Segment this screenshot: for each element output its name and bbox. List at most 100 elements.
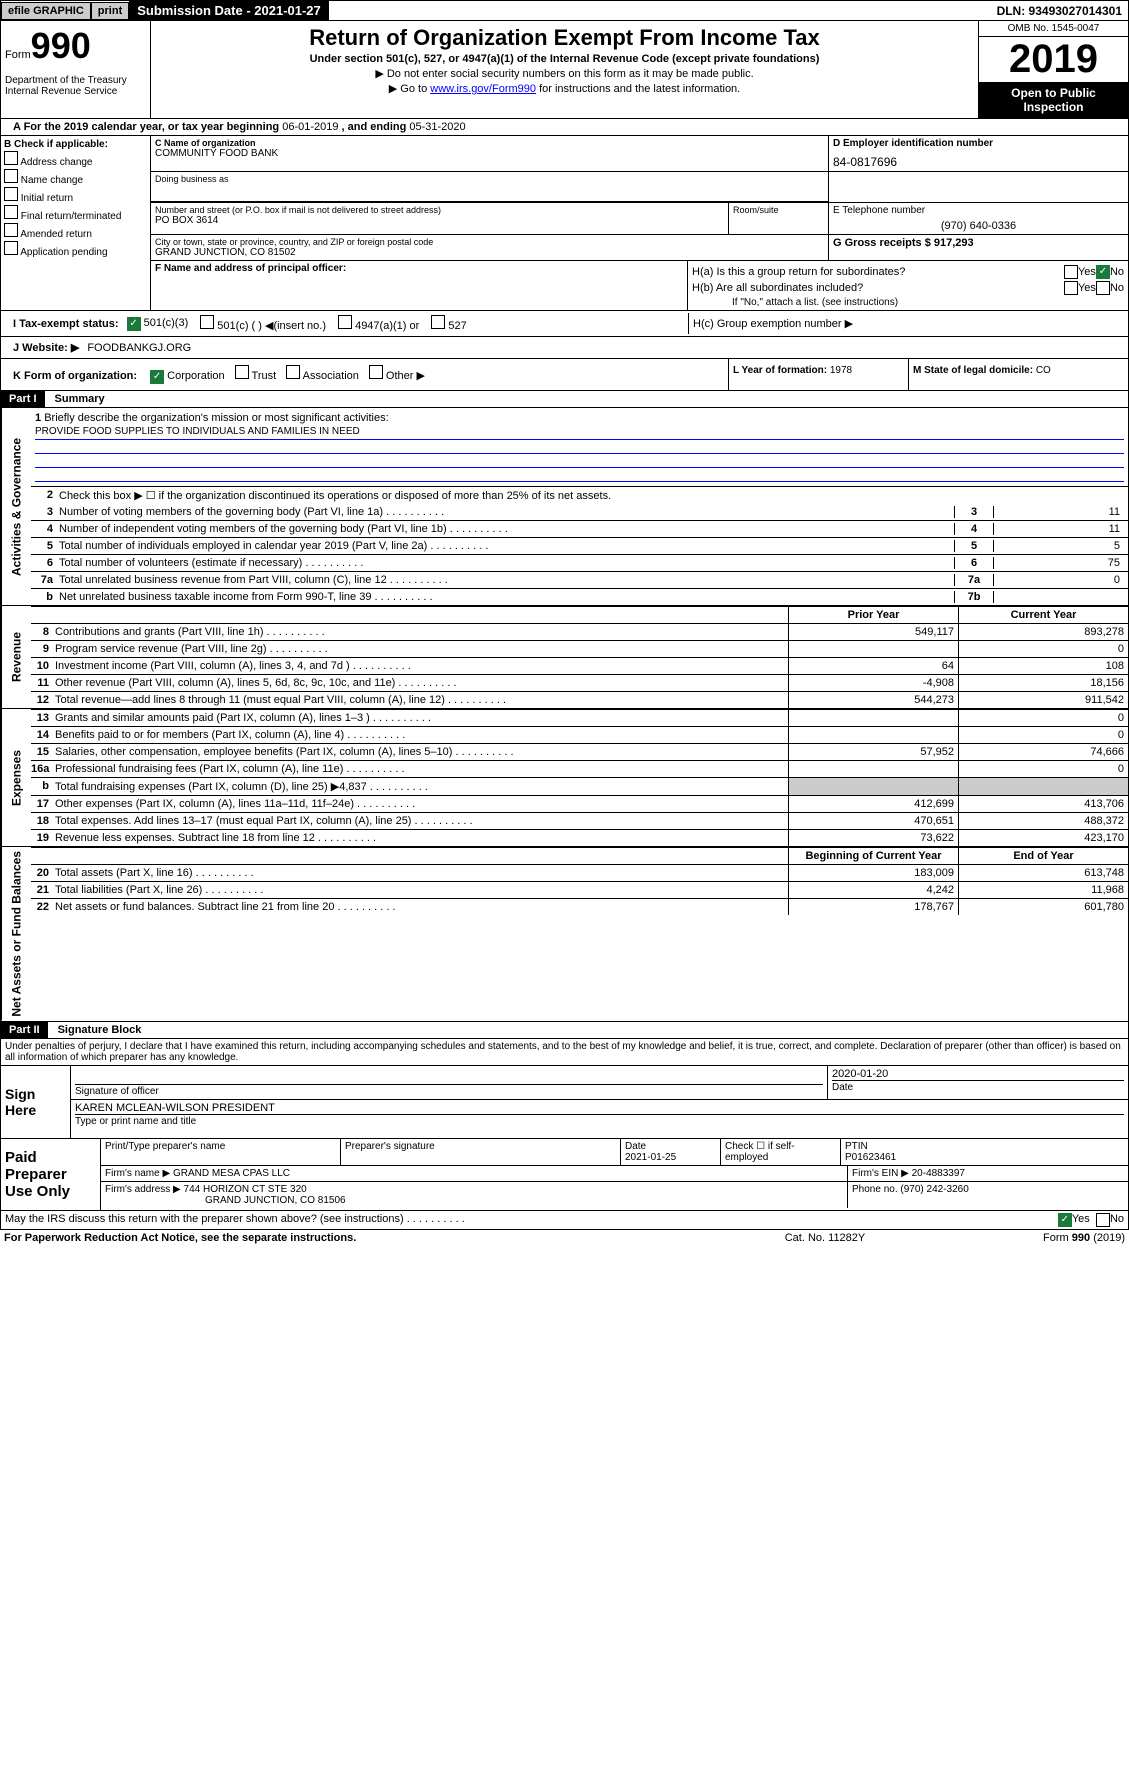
- efile-button[interactable]: efile GRAPHIC: [1, 2, 91, 20]
- phone-box: E Telephone number (970) 640-0336: [828, 203, 1128, 234]
- status-2[interactable]: 4947(a)(1) or: [338, 315, 419, 332]
- public-inspection: Open to Public Inspection: [979, 82, 1128, 118]
- part-i-title: Summary: [45, 391, 115, 407]
- data-line-9: 9Program service revenue (Part VIII, lin…: [31, 640, 1128, 657]
- dln: DLN: 93493027014301: [991, 2, 1128, 20]
- data-line-19: 19Revenue less expenses. Subtract line 1…: [31, 829, 1128, 846]
- data-line-18: 18Total expenses. Add lines 13–17 (must …: [31, 812, 1128, 829]
- header: Form990 Department of the Treasury Inter…: [0, 21, 1129, 119]
- summary-line-7a: 7aTotal unrelated business revenue from …: [31, 571, 1128, 588]
- checkbox-name-change[interactable]: Name change: [4, 169, 147, 186]
- data-line-14: 14Benefits paid to or for members (Part …: [31, 726, 1128, 743]
- line-k: K Form of organization: ✓ Corporation Tr…: [1, 359, 728, 390]
- part-ii-title: Signature Block: [48, 1022, 152, 1038]
- data-line-13: 13Grants and similar amounts paid (Part …: [31, 709, 1128, 726]
- street-box: Number and street (or P.O. box if mail i…: [151, 203, 728, 234]
- ein-value: 84-0817696: [833, 155, 1124, 169]
- summary-line-3: 3Number of voting members of the governi…: [31, 504, 1128, 520]
- ha-yes-checkbox[interactable]: [1064, 265, 1078, 279]
- firm-ein: Firm's EIN ▶ 20-4883397: [848, 1166, 1128, 1181]
- firm-name: Firm's name ▶ GRAND MESA CPAS LLC: [101, 1166, 848, 1181]
- data-line-17: 17Other expenses (Part IX, column (A), l…: [31, 795, 1128, 812]
- data-line-11: 11Other revenue (Part VIII, column (A), …: [31, 674, 1128, 691]
- line-a: A For the 2019 calendar year, or tax yea…: [0, 119, 1129, 136]
- section-revenue: Revenue: [1, 606, 31, 708]
- ein-box: D Employer identification number 84-0817…: [828, 136, 1128, 171]
- sign-here-label: Sign Here: [1, 1066, 71, 1138]
- data-line-20: 20Total assets (Part X, line 16)183,0096…: [31, 864, 1128, 881]
- firm-phone: Phone no. (970) 242-3260: [848, 1182, 1128, 1208]
- checkbox-final-return-terminated[interactable]: Final return/terminated: [4, 205, 147, 222]
- form-org-3[interactable]: Other ▶: [369, 370, 425, 382]
- data-line-16a: 16aProfessional fundraising fees (Part I…: [31, 760, 1128, 777]
- instruction-2: ▶ Go to www.irs.gov/Form990 for instruct…: [155, 82, 974, 95]
- page-title: Return of Organization Exempt From Incom…: [155, 25, 974, 51]
- data-line-8: 8Contributions and grants (Part VIII, li…: [31, 623, 1128, 640]
- status-3[interactable]: 527: [431, 315, 466, 332]
- tax-year: 2019: [979, 37, 1128, 82]
- status-1[interactable]: 501(c) ( ) ◀(insert no.): [200, 315, 326, 332]
- box-l: L Year of formation: 1978: [728, 359, 908, 390]
- status-0[interactable]: ✓ 501(c)(3): [127, 317, 189, 331]
- city-value: GRAND JUNCTION, CO 81502: [155, 247, 824, 258]
- form-org-2[interactable]: Association: [286, 370, 359, 382]
- perjury-statement: Under penalties of perjury, I declare th…: [0, 1039, 1129, 1066]
- box-hc: H(c) Group exemption number ▶: [688, 313, 1128, 334]
- checkbox-address-change[interactable]: Address change: [4, 151, 147, 168]
- data-line-10: 10Investment income (Part VIII, column (…: [31, 657, 1128, 674]
- city-box: City or town, state or province, country…: [151, 235, 828, 260]
- summary-line-b: bNet unrelated business taxable income f…: [31, 588, 1128, 605]
- form-org-1[interactable]: Trust: [235, 370, 277, 382]
- summary-line-5: 5Total number of individuals employed in…: [31, 537, 1128, 554]
- line-j: J Website: ▶ FOODBANKGJ.ORG: [0, 337, 1129, 359]
- hb-no-checkbox[interactable]: [1096, 281, 1110, 295]
- submission-date: Submission Date - 2021-01-27: [129, 1, 329, 20]
- officer-name: KAREN MCLEAN-WILSON PRESIDENT Type or pr…: [71, 1100, 1128, 1129]
- gross-receipts: G Gross receipts $ 917,293: [828, 235, 1128, 260]
- hb-yes-checkbox[interactable]: [1064, 281, 1078, 295]
- line-i: I Tax-exempt status: ✓ 501(c)(3) 501(c) …: [0, 311, 1129, 337]
- section-expenses: Expenses: [1, 709, 31, 846]
- department: Department of the Treasury Internal Reve…: [5, 75, 146, 97]
- print-button[interactable]: print: [91, 2, 129, 20]
- data-line-15: 15Salaries, other compensation, employee…: [31, 743, 1128, 760]
- data-line-21: 21Total liabilities (Part X, line 26)4,2…: [31, 881, 1128, 898]
- data-line-22: 22Net assets or fund balances. Subtract …: [31, 898, 1128, 915]
- org-name-box: C Name of organization COMMUNITY FOOD BA…: [151, 136, 828, 171]
- box-b: B Check if applicable: Address change Na…: [1, 136, 151, 310]
- box-h: H(a) Is this a group return for subordin…: [688, 261, 1128, 310]
- street-value: PO BOX 3614: [155, 215, 724, 226]
- website-value: FOODBANKGJ.ORG: [83, 338, 195, 358]
- checkbox-initial-return[interactable]: Initial return: [4, 187, 147, 204]
- officer-signature: Signature of officer: [71, 1066, 828, 1099]
- officer-box: F Name and address of principal officer:: [151, 261, 688, 310]
- topbar: efile GRAPHIC print Submission Date - 20…: [0, 0, 1129, 21]
- footer: For Paperwork Reduction Act Notice, see …: [0, 1230, 1129, 1246]
- summary-line-4: 4Number of independent voting members of…: [31, 520, 1128, 537]
- self-employed-check[interactable]: Check ☐ if self-employed: [721, 1139, 841, 1165]
- irs-link[interactable]: www.irs.gov/Form990: [430, 83, 536, 95]
- checkbox-amended-return[interactable]: Amended return: [4, 223, 147, 240]
- signature-date: 2020-01-20 Date: [828, 1066, 1128, 1099]
- form-label: Form: [5, 49, 31, 61]
- form-org-0[interactable]: ✓ Corporation: [150, 370, 225, 382]
- org-name: COMMUNITY FOOD BANK: [155, 148, 824, 159]
- summary-line-6: 6Total number of volunteers (estimate if…: [31, 554, 1128, 571]
- ha-no-checkbox[interactable]: ✓: [1096, 265, 1110, 279]
- instruction-1: ▶ Do not enter social security numbers o…: [155, 67, 974, 80]
- discuss-row: May the IRS discuss this return with the…: [0, 1211, 1129, 1230]
- checkbox-application-pending[interactable]: Application pending: [4, 241, 147, 258]
- data-line-b: bTotal fundraising expenses (Part IX, co…: [31, 777, 1128, 795]
- firm-address: Firm's address ▶ 744 HORIZON CT STE 320G…: [101, 1182, 848, 1208]
- paid-preparer-label: Paid Preparer Use Only: [1, 1139, 101, 1210]
- section-netassets: Net Assets or Fund Balances: [1, 847, 31, 1021]
- discuss-no-checkbox[interactable]: [1096, 1213, 1110, 1227]
- discuss-yes-checkbox[interactable]: ✓: [1058, 1213, 1072, 1227]
- data-line-12: 12Total revenue—add lines 8 through 11 (…: [31, 691, 1128, 708]
- mission-text: PROVIDE FOOD SUPPLIES TO INDIVIDUALS AND…: [35, 424, 1124, 440]
- subtitle: Under section 501(c), 527, or 4947(a)(1)…: [155, 53, 974, 65]
- room-box: Room/suite: [728, 203, 828, 234]
- preparer-name: Print/Type preparer's name: [101, 1139, 341, 1165]
- preparer-date: Date2021-01-25: [621, 1139, 721, 1165]
- section-governance: Activities & Governance: [1, 408, 31, 605]
